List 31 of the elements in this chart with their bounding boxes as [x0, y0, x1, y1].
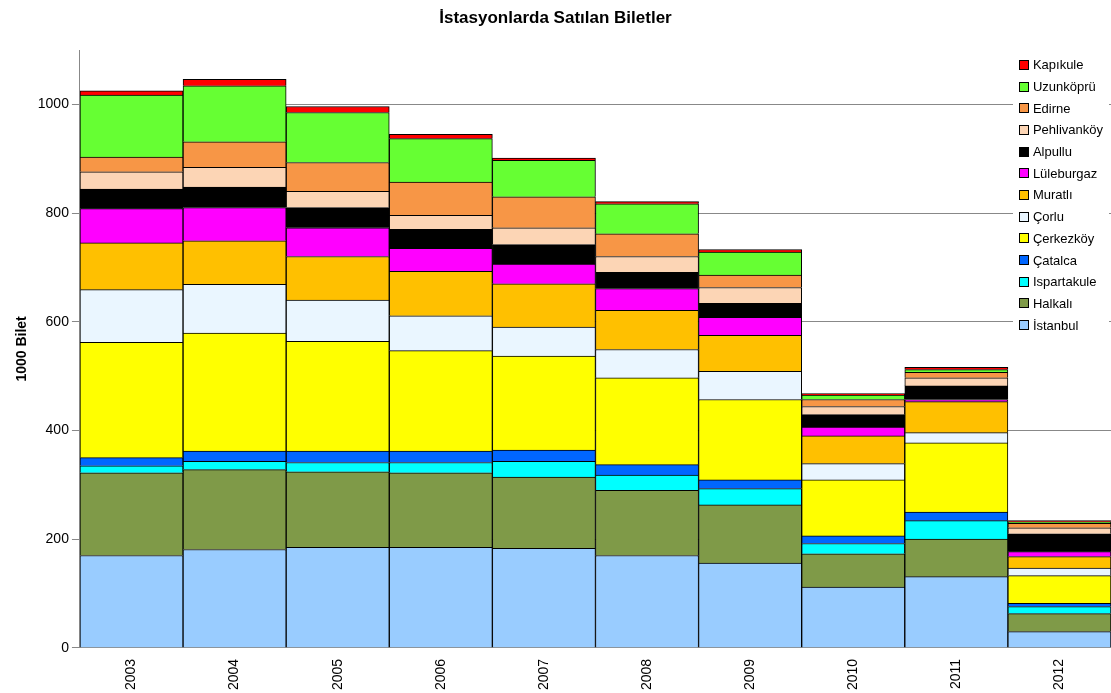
y-tick-label: 0	[61, 638, 70, 655]
x-tick-label: 2008	[637, 658, 654, 691]
y-tick-label: 200	[45, 530, 70, 547]
x-tick-label: 2006	[431, 658, 448, 691]
x-tick-label: 2010	[844, 658, 861, 691]
legend-label: Çatalca	[1032, 252, 1077, 268]
x-tick-label: 2005	[328, 658, 345, 691]
chart-title: İstasyonlarda Satılan Biletler	[438, 8, 673, 28]
legend-label: Ispartakule	[1032, 274, 1097, 290]
legend-label: Halkalı	[1032, 295, 1073, 311]
x-tick-label: 2007	[534, 658, 551, 691]
y-axis-title: 1000 Bilet	[13, 315, 30, 382]
x-tick-label: 2009	[740, 658, 757, 691]
legend-label: Pehlivanköy	[1032, 122, 1103, 138]
legend-label: Edirne	[1032, 100, 1071, 116]
x-tick-label: 2003	[122, 658, 139, 691]
legend-label: Muratlı	[1032, 187, 1073, 203]
x-tick-label: 2004	[225, 658, 242, 691]
y-tick-label: 400	[45, 421, 70, 438]
legend-label: İstanbul	[1032, 317, 1079, 333]
x-tick-label: 2011	[947, 658, 964, 689]
y-tick-label: 1000	[37, 95, 70, 112]
y-tick-label: 600	[45, 312, 70, 329]
legend-label: Lüleburgaz	[1032, 165, 1098, 181]
legend-label: Çorlu	[1032, 209, 1064, 225]
legend-label: Uzunköprü	[1032, 79, 1096, 95]
y-tick-label: 800	[45, 203, 70, 220]
legend-label: Alpullu	[1032, 144, 1072, 160]
legend-label: Kapıkule	[1032, 57, 1084, 73]
x-tick-label: 2012	[1050, 658, 1067, 691]
legend-label: Çerkezköy	[1032, 230, 1095, 246]
